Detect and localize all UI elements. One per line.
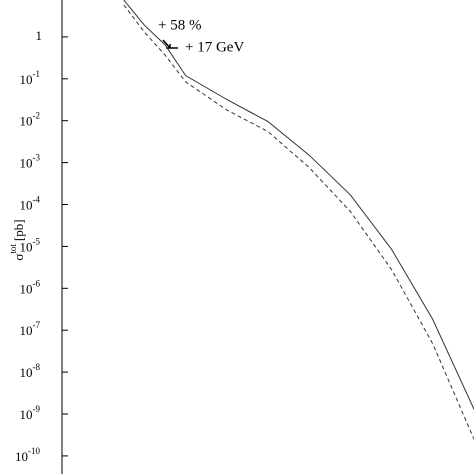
y-tick-label: 10-9 <box>20 404 41 422</box>
y-tick-label: 10-7 <box>20 320 41 338</box>
y-tick-base: 10 <box>20 197 33 212</box>
series-line <box>123 4 474 440</box>
y-tick-label: 1 <box>36 28 43 43</box>
y-tick-exp: -9 <box>33 404 41 414</box>
y-tick-base: 10 <box>20 323 33 338</box>
annotation: + 17 GeV <box>185 39 244 55</box>
y-tick-base: 10 <box>20 72 33 87</box>
y-tick-base: 10 <box>20 114 33 129</box>
y-tick-exp: -2 <box>33 111 41 121</box>
y-axis-label: σtot [pb] <box>8 219 26 260</box>
y-tick-exp: -5 <box>33 236 41 246</box>
y-tick-exp: -7 <box>33 320 41 330</box>
y-tick-label: 10-5 <box>20 236 41 254</box>
y-tick-base: 10 <box>20 156 33 171</box>
y-tick-exp: -3 <box>33 153 41 163</box>
y-label-symbol: σ <box>11 254 26 261</box>
y-tick-exp: -10 <box>28 446 40 456</box>
y-tick-label: 10-4 <box>20 195 41 213</box>
y-tick-exp: -4 <box>33 195 41 205</box>
annotation: + 58 % <box>158 17 201 33</box>
y-tick-base: 10 <box>15 449 28 464</box>
series-line <box>123 0 474 410</box>
y-tick-exp: -6 <box>33 278 41 288</box>
y-tick-exp: -8 <box>33 362 41 372</box>
y-tick-label: 10-8 <box>20 362 41 380</box>
y-tick-base: 10 <box>20 239 33 254</box>
y-tick-base: 10 <box>20 365 33 380</box>
y-tick-label: 10-3 <box>20 153 41 171</box>
y-label-unit: [pb] <box>11 219 26 241</box>
y-tick-label: 10-6 <box>20 278 41 296</box>
y-tick-label: 10-10 <box>15 446 40 464</box>
y-tick-exp: -1 <box>33 69 41 79</box>
y-tick-label: 10-2 <box>20 111 41 129</box>
annotation-arrow <box>162 39 178 49</box>
y-tick-base: 10 <box>20 407 33 422</box>
y-tick-base: 10 <box>20 281 33 296</box>
y-tick-label: 10-1 <box>20 69 41 87</box>
y-label-sup: tot <box>8 244 18 254</box>
